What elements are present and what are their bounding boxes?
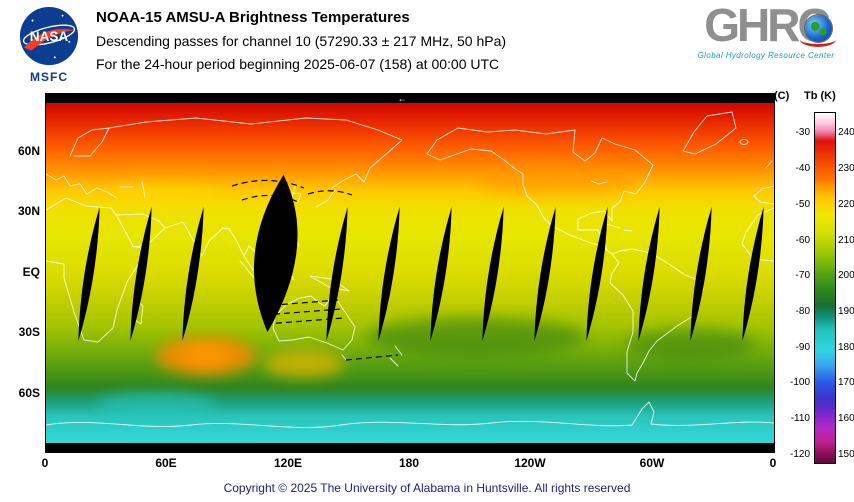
- coastline-new-zealand: [389, 345, 403, 367]
- coastline-iceland: [739, 139, 749, 145]
- south-edge-gap: [46, 443, 774, 452]
- coastline-caribbean: [605, 223, 633, 232]
- coastline-europe: [46, 173, 118, 199]
- coastline-iberia: [753, 185, 774, 205]
- coastline-greenland: [682, 111, 737, 155]
- coastline-west-africa: [741, 207, 774, 262]
- kelvin-tick: 220: [838, 199, 854, 210]
- celsius-tick: -90: [795, 342, 810, 353]
- scan-direction-arrow: ←: [398, 94, 407, 104]
- kelvin-tick: 200: [838, 270, 854, 281]
- kelvin-tick: 230: [838, 163, 854, 174]
- xtick-0e: 0: [41, 456, 49, 470]
- coastline-caspian: [141, 181, 146, 198]
- celsius-tick: -30: [795, 127, 810, 138]
- colorbar-celsius-label: (C): [774, 90, 790, 102]
- xtick-120w: 120W: [514, 456, 546, 470]
- coastline-australia: [272, 293, 356, 351]
- map-plot: ←: [45, 93, 775, 453]
- coastline-new-guinea: [309, 275, 350, 292]
- coastline-south-america: [609, 248, 704, 382]
- kelvin-tick: 240: [838, 127, 854, 138]
- orbit-trace-dashes: [231, 179, 399, 361]
- kelvin-tick: 210: [838, 235, 854, 246]
- celsius-tick: -120: [789, 449, 810, 460]
- ytick-60n: 60N: [17, 144, 40, 158]
- xtick-60w: 60W: [639, 456, 665, 470]
- no-data-swaths: [78, 174, 764, 342]
- coastline-tasmania: [341, 354, 347, 361]
- brightness-temperature-map: ←: [46, 94, 774, 452]
- kelvin-tick: 150: [838, 449, 854, 460]
- kelvin-tick: 190: [838, 306, 854, 317]
- coastline-uk: [765, 160, 773, 169]
- kelvin-tick: 180: [838, 342, 854, 353]
- wide-data-gap: [254, 174, 298, 333]
- north-edge-gap: [46, 94, 774, 103]
- coastline-africa: [46, 197, 150, 343]
- coastline-scandinavia: [73, 127, 110, 157]
- celsius-tick: -40: [795, 163, 810, 174]
- coastline-sumatra: [239, 260, 257, 281]
- coastline-malay: [243, 255, 254, 271]
- nasa-logo-text: NASA: [30, 29, 69, 44]
- xtick-60e: 60E: [155, 456, 177, 470]
- celsius-tick: -50: [795, 199, 810, 210]
- coastline-north-america: [426, 127, 654, 255]
- coastline-great-lakes: [590, 180, 608, 185]
- ytick-eq: EQ: [22, 265, 40, 279]
- xtick-120e: 120E: [273, 456, 303, 470]
- xtick-0w: 0: [769, 456, 777, 470]
- nasa-insignia-icon: NASA: [19, 6, 79, 66]
- ytick-60s: 60S: [18, 386, 40, 400]
- title-block: NOAA-15 AMSU-A Brightness Temperatures D…: [96, 9, 506, 79]
- colorbar-gradient: [814, 112, 836, 464]
- ghrc-logo: GHRC Global Hydrology Resource Center: [684, 2, 848, 60]
- nasa-logo: NASA MSFC: [12, 5, 86, 84]
- copyright-text: Copyright © 2025 The University of Alaba…: [223, 481, 631, 495]
- kelvin-tick: 160: [838, 413, 854, 424]
- xtick-180: 180: [398, 456, 420, 470]
- kelvin-tick: 170: [838, 377, 854, 388]
- subtitle-period: For the 24-hour period beginning 2025-06…: [96, 56, 500, 72]
- celsius-tick: -60: [795, 235, 810, 246]
- ghrc-tagline: Global Hydrology Resource Center: [697, 51, 835, 60]
- coastline-antarctica: [46, 401, 774, 428]
- globe-icon: [799, 15, 836, 47]
- celsius-tick: -110: [790, 413, 810, 424]
- colorbar-kelvin-label: Tb (K): [804, 90, 836, 102]
- celsius-tick: -80: [795, 306, 810, 317]
- celsius-tick: -70: [795, 270, 810, 281]
- page-title: NOAA-15 AMSU-A Brightness Temperatures: [96, 9, 410, 26]
- ytick-30n: 30N: [17, 204, 40, 218]
- colorbar: (C) Tb (K) -30 -40 -50 -60 -70 -80 -90 -…: [770, 88, 854, 478]
- coastline-eurasia-arctic: [69, 117, 403, 189]
- subtitle-channel: Descending passes for channel 10 (57290.…: [96, 33, 507, 49]
- nasa-center-label: MSFC: [30, 70, 68, 84]
- ghrc-logo-letters: GHRC: [704, 2, 836, 48]
- coastline-korea: [292, 192, 302, 203]
- temperature-anomalies: [96, 169, 756, 416]
- celsius-tick: -100: [789, 377, 810, 388]
- ytick-30s: 30S: [18, 325, 40, 339]
- coastline-japan: [315, 189, 336, 208]
